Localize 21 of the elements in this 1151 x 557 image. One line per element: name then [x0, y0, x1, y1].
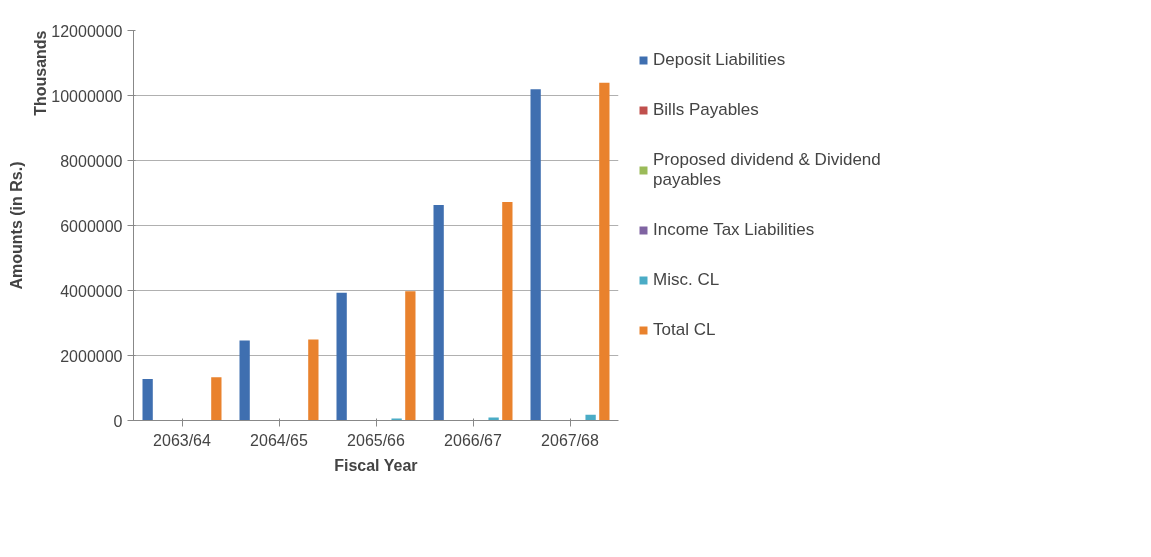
x-axis-title: Fiscal Year — [334, 456, 418, 474]
y-tick-label: 0 — [113, 412, 123, 430]
legend-label: Misc. CL — [653, 270, 720, 290]
y-axis-title: Amounts (in Rs.) — [7, 161, 25, 290]
text: Thousands — [31, 30, 49, 116]
x-tick-label: 2066/67 — [444, 431, 503, 449]
x-tick-label: 2065/66 — [347, 431, 406, 449]
y-tick-label: 6000000 — [60, 217, 123, 235]
legend-label: Bills Payables — [653, 100, 759, 120]
y-tick-label: 4000000 — [60, 282, 123, 300]
y-tick-label: 12000000 — [51, 22, 123, 40]
x-tick-label: 2067/68 — [541, 431, 600, 449]
legend-label: Total CL — [653, 320, 716, 340]
x-tick-label: 2063/64 — [153, 431, 212, 449]
y-tick-label: 10000000 — [51, 87, 123, 105]
x-tick-label: 2064/65 — [250, 431, 309, 449]
legend-label: Income Tax Liabilities — [653, 220, 815, 240]
legend-label: Proposed dividend & Dividend payables — [653, 150, 881, 190]
legend-label: Deposit Liabilities — [653, 50, 786, 70]
y-tick-label: 2000000 — [60, 347, 123, 365]
y-tick-label: 8000000 — [60, 152, 123, 170]
